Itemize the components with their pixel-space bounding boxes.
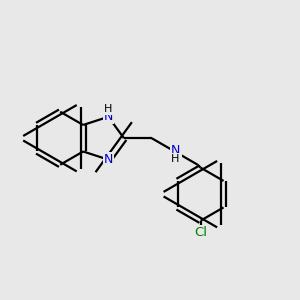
Text: Cl: Cl (194, 226, 207, 239)
Text: N: N (104, 153, 113, 166)
Text: H: H (171, 154, 179, 164)
Text: N: N (104, 110, 113, 123)
Text: N: N (171, 144, 181, 158)
Text: H: H (103, 103, 112, 113)
